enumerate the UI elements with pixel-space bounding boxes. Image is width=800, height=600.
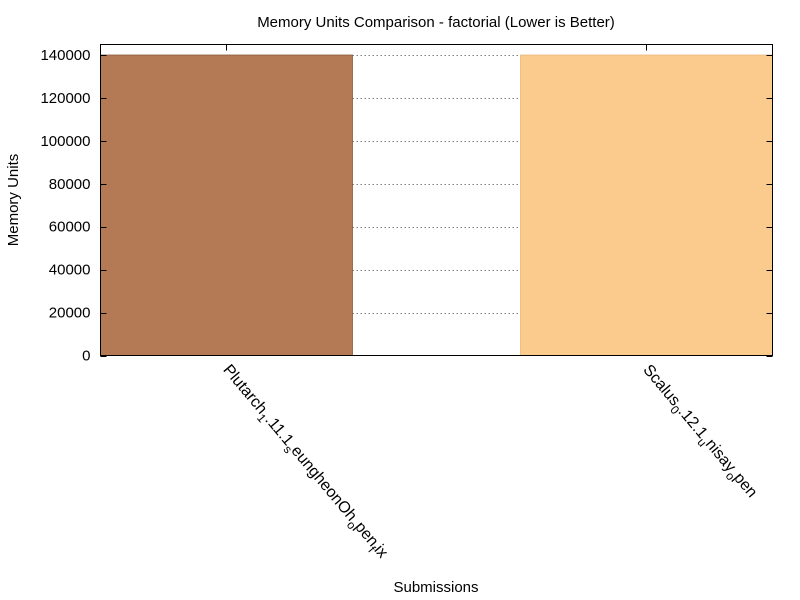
y-tick-label: 20000 [49,305,91,322]
x-axis-category-labels: Plutarch1.11.1seungheonOhopenfix Scalus0.… [216,362,760,564]
y-tick-label: 60000 [49,219,91,236]
y-axis-label: Memory Units [5,154,22,247]
bar-1 [100,54,353,356]
y-axis-ticks: 0 20000 40000 60000 80000 100000 120000 140000 [40,47,773,365]
bar-2 [520,54,773,356]
x-axis-ticks [226,44,647,51]
y-tick-label: 100000 [40,133,90,150]
x-category-label: Plutarch1.11.1seungheonOhopenfix [216,362,391,564]
chart-title: Memory Units Comparison - factorial (Low… [257,14,615,31]
y-tick-label: 40000 [49,262,91,279]
y-tick-label: 140000 [40,47,90,64]
plot-frame [100,44,773,356]
x-axis-label: Submissions [393,579,478,596]
y-tick-label: 80000 [49,176,91,193]
x-category-label: Scalus0.12.1unisayopen [636,362,760,504]
bars [100,54,773,356]
y-tick-label: 120000 [40,90,90,107]
y-tick-label: 0 [82,348,90,365]
